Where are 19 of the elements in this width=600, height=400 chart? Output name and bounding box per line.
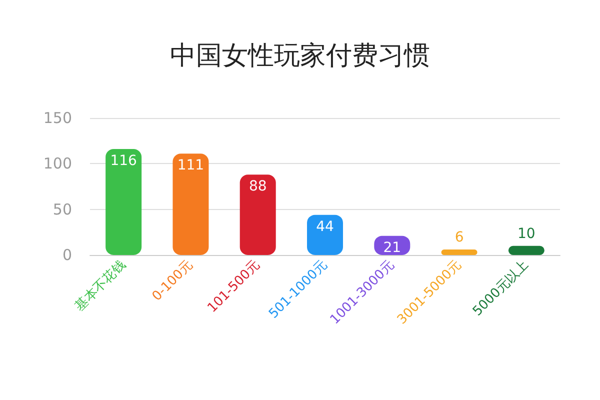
data-label: 44	[316, 218, 334, 235]
data-label: 88	[248, 178, 267, 195]
data-label: 6	[454, 230, 464, 246]
y-tick-label: 100	[43, 154, 72, 173]
x-tick-label: 基本不花钱	[72, 258, 129, 314]
y-tick-label: 0	[62, 246, 72, 264]
y-tick-label: 50	[52, 200, 72, 218]
bar	[441, 250, 478, 255]
chart-title: 中国女性玩家付费习惯	[170, 41, 430, 71]
bar	[106, 149, 142, 255]
bar	[172, 154, 209, 255]
data-label: 10	[518, 226, 536, 242]
bar	[240, 174, 276, 255]
y-tick-label: 150	[43, 109, 72, 127]
bar	[508, 246, 544, 255]
data-label: 111	[177, 158, 204, 174]
data-label: 116	[110, 153, 138, 170]
bar	[307, 214, 343, 255]
data-label: 21	[383, 240, 402, 256]
